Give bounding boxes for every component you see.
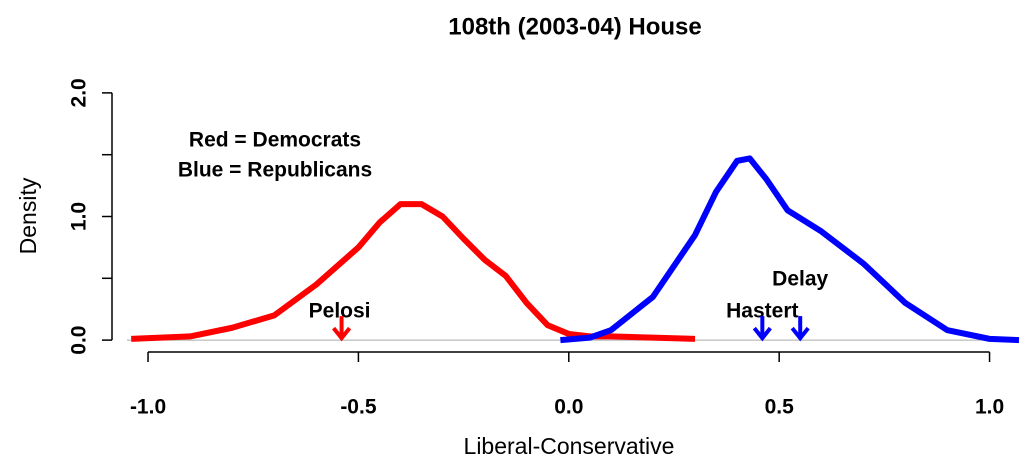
x-tick-label: 1.0: [975, 396, 1004, 419]
chart-title: 108th (2003-04) House: [448, 13, 701, 40]
density-curve: [131, 201, 696, 342]
legend-text: Red = Democrats: [189, 129, 361, 152]
y-tick-label: 2.0: [68, 78, 91, 107]
legend-text: Blue = Republicans: [178, 159, 372, 182]
x-tick-label: -0.5: [340, 396, 377, 419]
annotation-label: Delay: [772, 268, 828, 291]
x-tick-label: 0.0: [554, 396, 583, 419]
arrow-head: [752, 326, 772, 342]
y-tick-label: 1.0: [68, 202, 91, 231]
annotation-label: Pelosi: [309, 300, 371, 323]
annotation-label: Hastert: [726, 300, 798, 323]
x-axis-label: Liberal-Conservative: [464, 433, 675, 459]
density-curve: [560, 155, 1020, 344]
arrow-head: [332, 326, 352, 342]
y-axis-label: Density: [15, 177, 41, 254]
arrow-head: [790, 326, 810, 342]
y-tick-label: 0.0: [68, 326, 91, 355]
x-tick-label: -1.0: [130, 396, 166, 419]
x-tick-label: 0.5: [765, 396, 795, 419]
